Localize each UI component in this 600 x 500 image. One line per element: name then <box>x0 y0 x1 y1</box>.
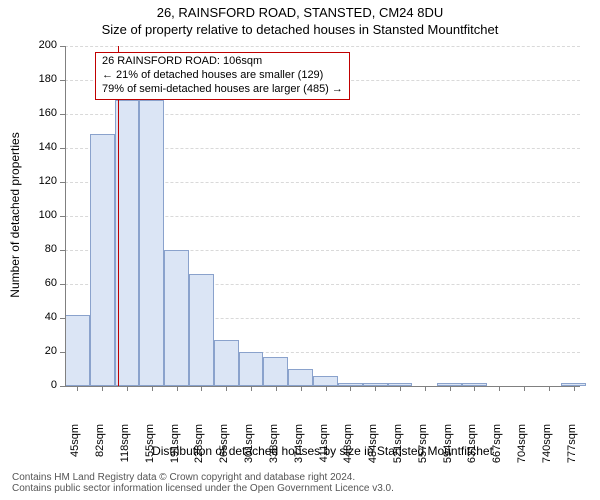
y-tick-mark <box>60 284 65 285</box>
x-tick-mark <box>226 386 227 391</box>
histogram-bar <box>288 369 313 386</box>
y-tick-label: 180 <box>27 73 57 85</box>
histogram-bar <box>65 315 90 386</box>
histogram-bar <box>189 274 214 386</box>
x-tick-label: 740sqm <box>541 424 553 474</box>
marker-annotation: 26 RAINSFORD ROAD: 106sqm← 21% of detach… <box>95 52 350 100</box>
y-tick-mark <box>60 352 65 353</box>
x-tick-mark <box>301 386 302 391</box>
x-tick-label: 667sqm <box>491 424 503 474</box>
marker-annotation-line: 79% of semi-detached houses are larger (… <box>102 83 343 97</box>
gridline <box>65 46 580 47</box>
x-tick-mark <box>574 386 575 391</box>
y-tick-mark <box>60 148 65 149</box>
y-tick-label: 100 <box>27 209 57 221</box>
y-tick-label: 160 <box>27 107 57 119</box>
histogram-bar <box>313 376 338 386</box>
x-tick-label: 82sqm <box>94 424 106 474</box>
x-tick-label: 631sqm <box>466 424 478 474</box>
histogram-bar <box>214 340 239 386</box>
x-tick-label: 374sqm <box>293 424 305 474</box>
plot-area: 26 RAINSFORD ROAD: 106sqm← 21% of detach… <box>65 46 580 386</box>
y-tick-label: 40 <box>27 311 57 323</box>
y-tick-label: 20 <box>27 345 57 357</box>
y-tick-mark <box>60 46 65 47</box>
histogram-bar <box>263 357 288 386</box>
x-tick-label: 301sqm <box>243 424 255 474</box>
x-tick-label: 777sqm <box>566 424 578 474</box>
x-tick-mark <box>326 386 327 391</box>
x-tick-mark <box>499 386 500 391</box>
y-tick-label: 120 <box>27 175 57 187</box>
x-tick-mark <box>177 386 178 391</box>
x-tick-mark <box>400 386 401 391</box>
x-tick-label: 704sqm <box>516 424 528 474</box>
x-tick-mark <box>375 386 376 391</box>
y-axis-label: Number of detached properties <box>8 115 22 315</box>
x-tick-mark <box>450 386 451 391</box>
x-tick-mark <box>425 386 426 391</box>
y-tick-mark <box>60 216 65 217</box>
x-tick-label: 118sqm <box>119 424 131 474</box>
x-tick-mark <box>77 386 78 391</box>
attribution: Contains HM Land Registry data © Crown c… <box>12 472 394 494</box>
property-size-histogram: 26 RAINSFORD ROAD: 106sqm← 21% of detach… <box>0 0 600 500</box>
x-tick-mark <box>474 386 475 391</box>
marker-annotation-line: 26 RAINSFORD ROAD: 106sqm <box>102 55 343 69</box>
attribution-line-1: Contains HM Land Registry data © Crown c… <box>12 472 394 483</box>
histogram-bar <box>90 134 115 386</box>
x-tick-label: 155sqm <box>144 424 156 474</box>
x-tick-mark <box>127 386 128 391</box>
x-tick-label: 557sqm <box>417 424 429 474</box>
x-tick-mark <box>549 386 550 391</box>
x-axis-line <box>65 386 580 387</box>
x-tick-label: 265sqm <box>218 424 230 474</box>
x-tick-mark <box>276 386 277 391</box>
histogram-bar <box>139 100 164 386</box>
y-tick-label: 200 <box>27 39 57 51</box>
y-tick-mark <box>60 318 65 319</box>
x-tick-label: 411sqm <box>318 424 330 474</box>
y-tick-mark <box>60 80 65 81</box>
y-tick-label: 140 <box>27 141 57 153</box>
y-tick-mark <box>60 386 65 387</box>
x-tick-label: 191sqm <box>169 424 181 474</box>
histogram-bar <box>164 250 189 386</box>
y-tick-mark <box>60 114 65 115</box>
x-tick-mark <box>201 386 202 391</box>
x-tick-label: 521sqm <box>392 424 404 474</box>
y-tick-label: 80 <box>27 243 57 255</box>
x-tick-label: 484sqm <box>367 424 379 474</box>
x-tick-mark <box>350 386 351 391</box>
marker-annotation-line: ← 21% of detached houses are smaller (12… <box>102 69 343 83</box>
histogram-bar <box>239 352 264 386</box>
x-tick-label: 338sqm <box>268 424 280 474</box>
attribution-line-2: Contains public sector information licen… <box>12 483 394 494</box>
x-tick-mark <box>251 386 252 391</box>
y-tick-label: 0 <box>27 379 57 391</box>
y-tick-mark <box>60 250 65 251</box>
y-axis-line <box>65 46 66 386</box>
y-tick-label: 60 <box>27 277 57 289</box>
y-tick-mark <box>60 182 65 183</box>
x-tick-label: 594sqm <box>442 424 454 474</box>
x-tick-label: 228sqm <box>193 424 205 474</box>
x-tick-mark <box>102 386 103 391</box>
x-tick-label: 45sqm <box>69 424 81 474</box>
x-tick-label: 448sqm <box>342 424 354 474</box>
x-tick-mark <box>152 386 153 391</box>
x-tick-mark <box>524 386 525 391</box>
